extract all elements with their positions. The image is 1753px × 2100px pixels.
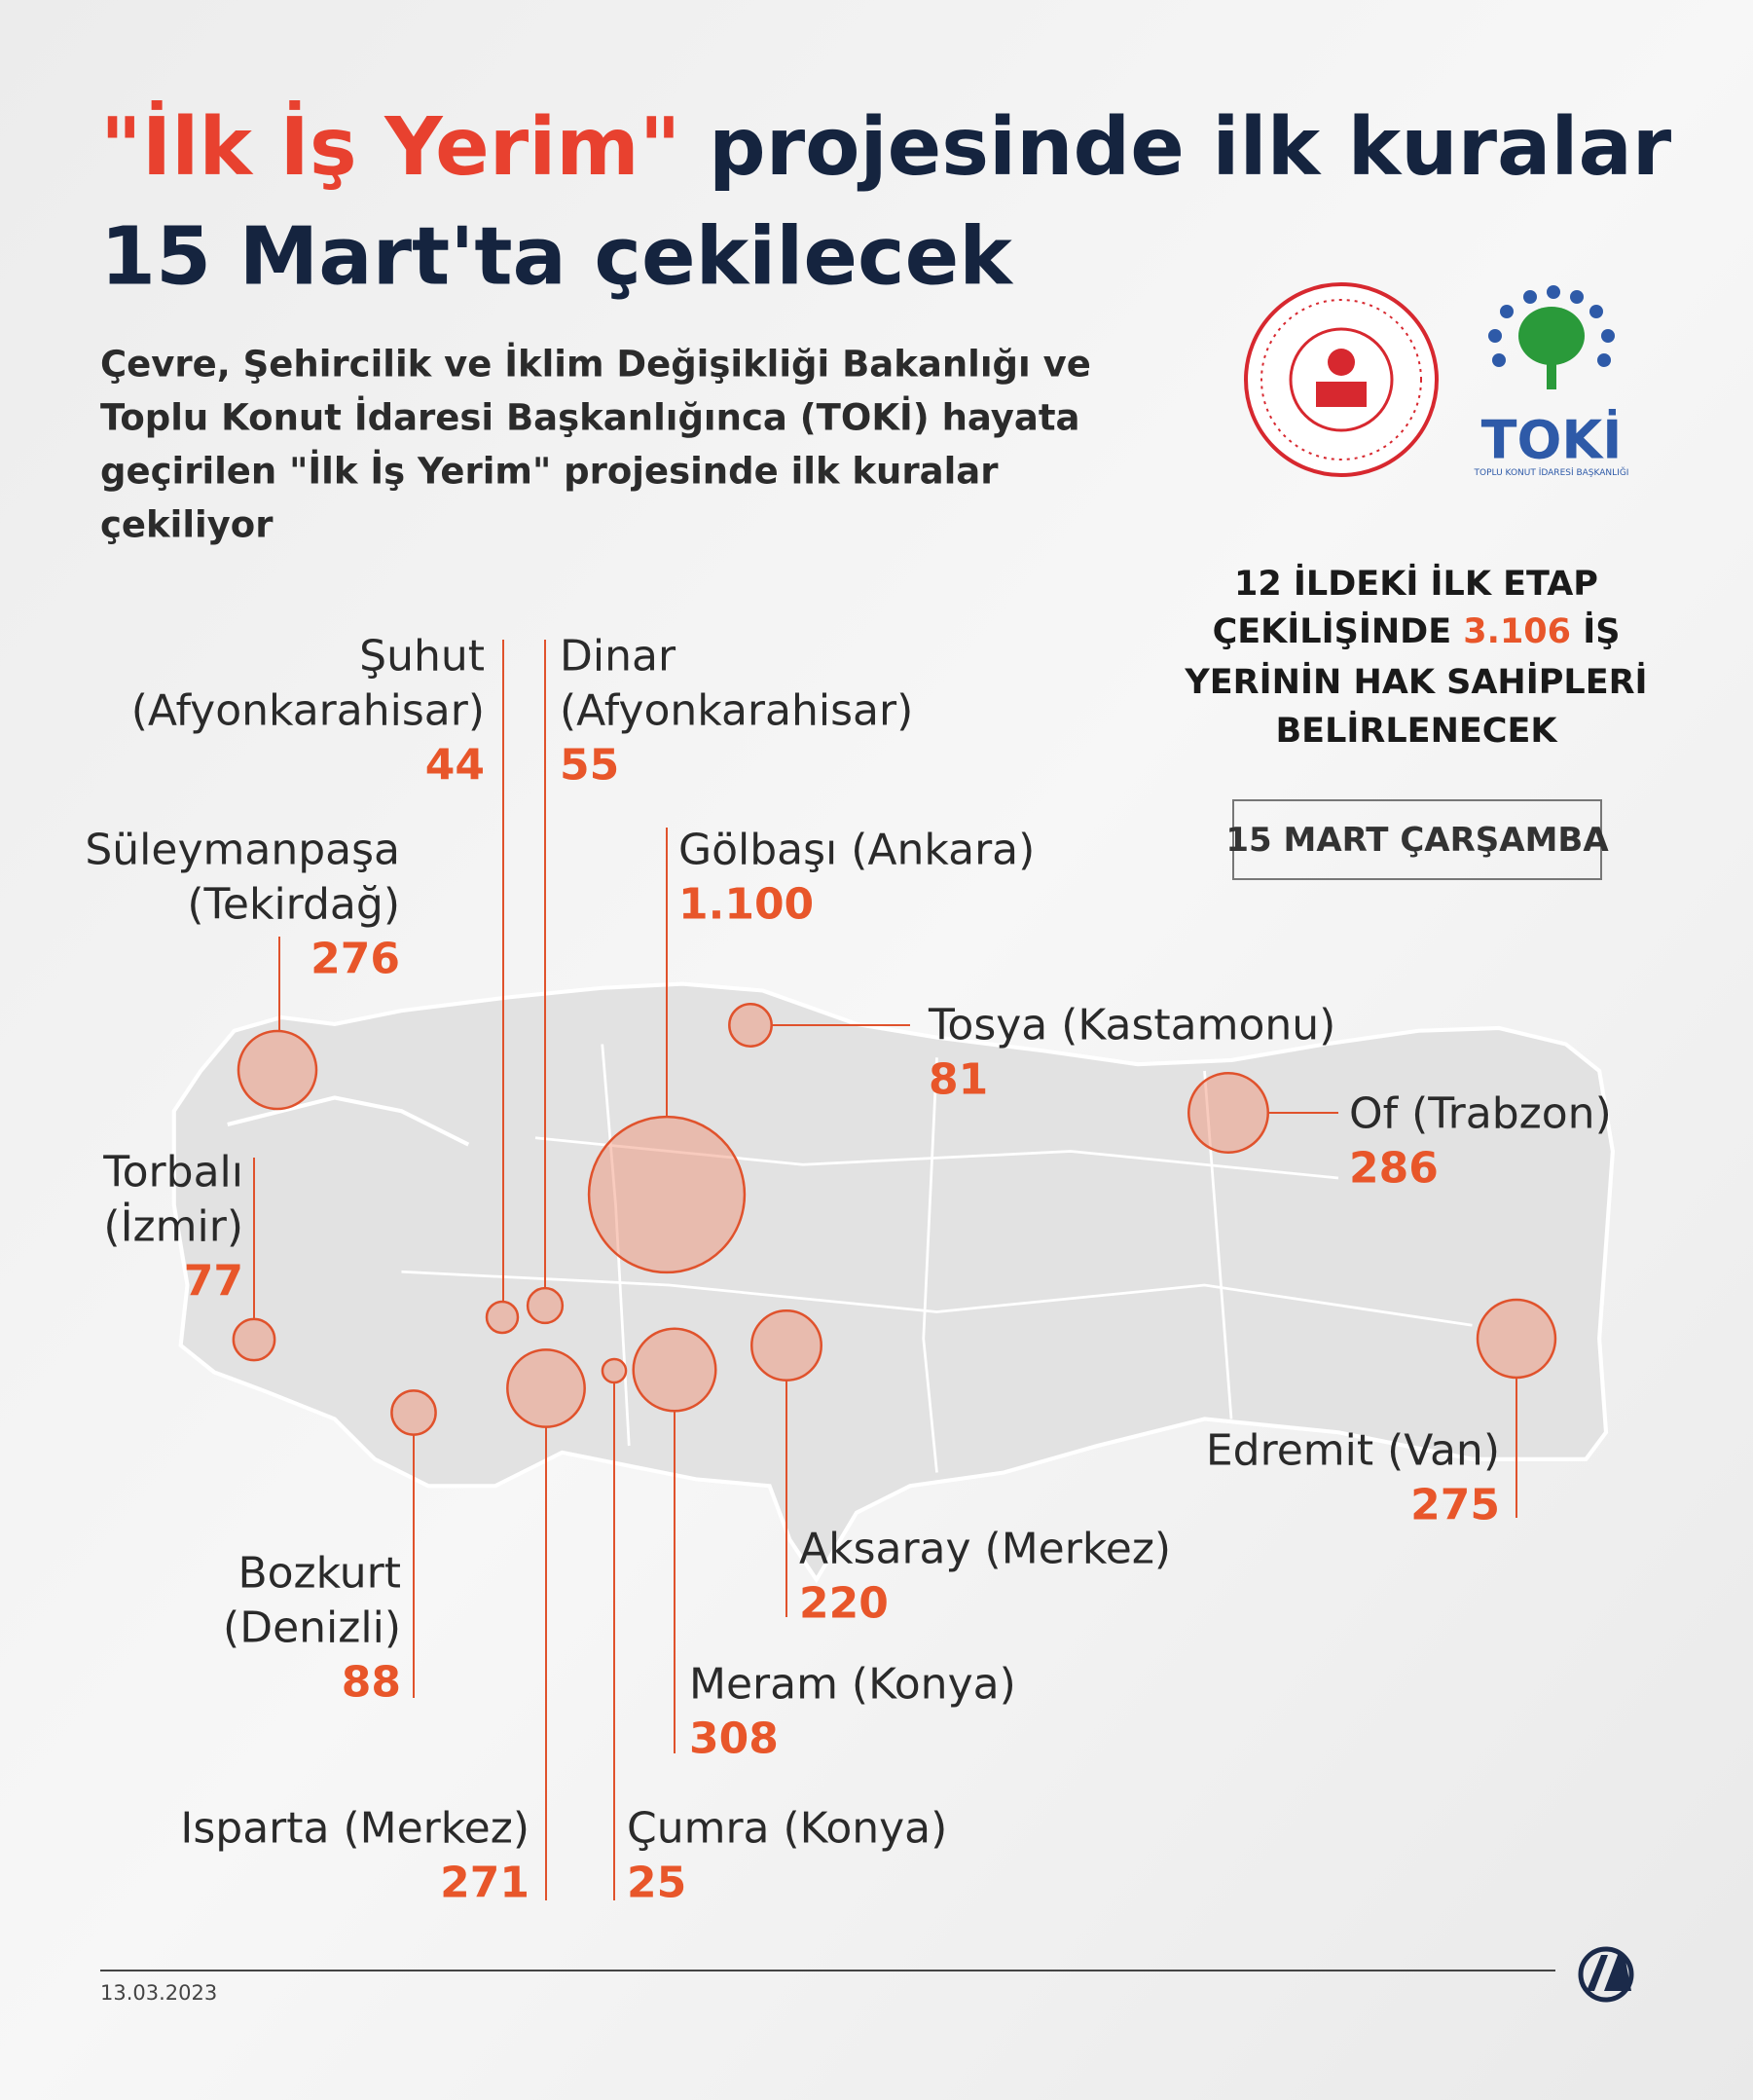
location-value: 275 xyxy=(1410,1481,1500,1530)
title-rest: projesinde ilk kuralar xyxy=(709,101,1672,194)
location-value: 220 xyxy=(799,1579,889,1629)
aa-logo xyxy=(1578,1946,1634,2003)
location-value: 88 xyxy=(342,1658,401,1708)
location-name: (Tekirdağ) xyxy=(187,880,400,930)
draw-date-box xyxy=(1232,799,1602,880)
bubble xyxy=(1476,1298,1557,1380)
location-value: 1.100 xyxy=(678,880,814,930)
location-value: 286 xyxy=(1349,1144,1439,1194)
location-name: Aksaray (Merkez) xyxy=(799,1525,1171,1574)
bubbles: Şuhut(Afyonkarahisar)44Dinar(Afyonkarahi… xyxy=(85,632,1611,1908)
toki-full-name: TOPLU KONUT İDARESİ BAŞKANLIĞI xyxy=(1474,466,1629,478)
summary: 12 İLDEKİ İLK ETAP ÇEKİLİŞİNDE 3.106 İŞ … xyxy=(1184,563,1647,751)
location-name: Dinar xyxy=(560,632,676,682)
location-value: 81 xyxy=(929,1055,988,1105)
location-value: 44 xyxy=(425,741,485,791)
map xyxy=(171,981,1615,1584)
location-value: 55 xyxy=(560,741,619,791)
location-name: (İzmir) xyxy=(103,1201,243,1252)
location-name: Of (Trabzon) xyxy=(1349,1089,1612,1139)
location-value: 276 xyxy=(310,935,400,984)
subtitle-line: çekiliyor xyxy=(100,504,274,546)
location-name: Şuhut xyxy=(359,632,485,682)
toki-name: TOKİ xyxy=(1481,410,1623,471)
location-value: 271 xyxy=(440,1859,530,1908)
draw-date: 15 MART ÇARŞAMBA xyxy=(1225,821,1609,860)
location-name: Bozkurt xyxy=(237,1549,401,1599)
location-name: Edremit (Van) xyxy=(1206,1426,1500,1476)
summary-line: BELİRLENECEK xyxy=(1276,710,1559,751)
summary-line: YERİNİN HAK SAHİPLERİ xyxy=(1184,661,1647,702)
bubble xyxy=(390,1389,437,1436)
summary-text: İŞ xyxy=(1583,610,1620,651)
bubble xyxy=(750,1309,822,1382)
footer-date: 13.03.2023 xyxy=(100,1981,217,2005)
bubble xyxy=(506,1348,586,1428)
title-highlight: "İlk İş Yerim" xyxy=(100,100,680,194)
location-value: 308 xyxy=(689,1714,779,1764)
location-value: 25 xyxy=(627,1859,686,1908)
summary-line: ÇEKİLİŞİNDE 3.106 İŞ xyxy=(1213,610,1621,651)
location-name: (Afyonkarahisar) xyxy=(131,686,485,736)
bubble xyxy=(728,1003,773,1048)
location-name: Çumra (Konya) xyxy=(627,1804,947,1854)
subtitle-line: geçirilen "İlk İş Yerim" projesinde ilk … xyxy=(100,450,999,493)
bubble xyxy=(601,1357,628,1384)
bubble xyxy=(1187,1071,1270,1155)
location-name: Gölbaşı (Ankara) xyxy=(678,826,1035,875)
location-name: Tosya (Kastamonu) xyxy=(928,1001,1335,1050)
location-name: (Denizli) xyxy=(223,1603,401,1653)
location-value: 77 xyxy=(184,1257,243,1307)
subtitle-line: Çevre, Şehircilik ve İklim Değişikliği B… xyxy=(100,343,1091,386)
summary-total: 3.106 xyxy=(1463,612,1571,651)
bubble xyxy=(526,1286,565,1325)
bubble xyxy=(237,1029,318,1111)
bubble xyxy=(632,1327,717,1413)
location-name: Torbalı xyxy=(102,1148,243,1197)
location-name: Meram (Konya) xyxy=(689,1660,1016,1710)
location-name: (Afyonkarahisar) xyxy=(560,686,913,736)
bubble xyxy=(232,1317,276,1362)
bubble xyxy=(485,1300,520,1335)
location-name: Isparta (Merkez) xyxy=(180,1804,530,1854)
location-name: Süleymanpaşa xyxy=(85,826,400,875)
toki-logo: TOKİ TOPLU KONUT İDARESİ BAŞKANLIĞI xyxy=(1474,285,1629,478)
subtitle: Çevre, Şehircilik ve İklim Değişikliği B… xyxy=(100,343,1091,546)
ministry-seal xyxy=(1244,282,1439,477)
summary-text: ÇEKİLİŞİNDE xyxy=(1213,610,1452,651)
title-line-1: "İlk İş Yerim" projesinde ilk kuralar xyxy=(100,100,1672,194)
summary-line: 12 İLDEKİ İLK ETAP xyxy=(1234,563,1598,604)
title-line-2: 15 Mart'ta çekilecek xyxy=(100,211,1014,304)
subtitle-line: Toplu Konut İdaresi Başkanlığınca (TOKİ)… xyxy=(100,396,1079,439)
bubble xyxy=(587,1115,747,1274)
